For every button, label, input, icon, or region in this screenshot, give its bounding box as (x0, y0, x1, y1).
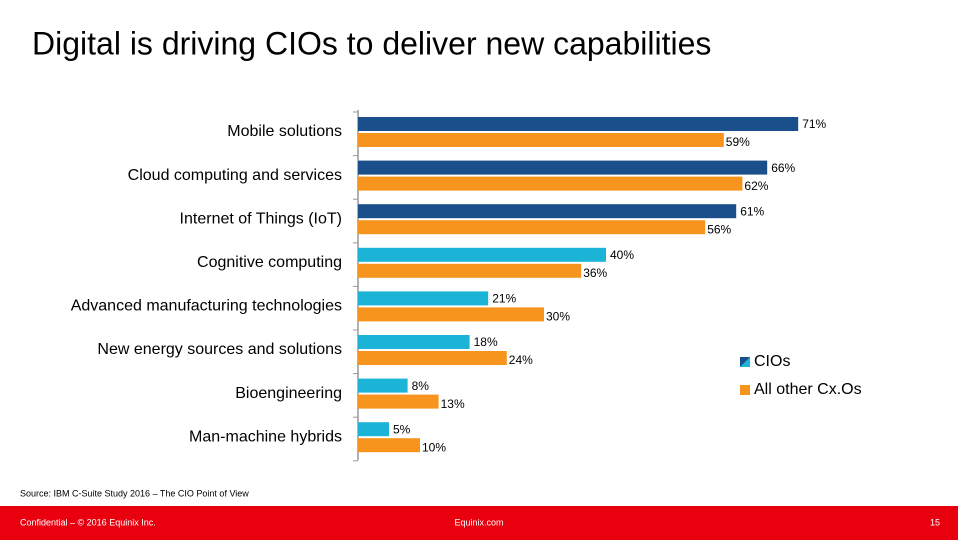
value-label: 13% (441, 397, 465, 411)
category-label: Mobile solutions (227, 123, 342, 140)
value-label: 56% (707, 222, 731, 236)
legend-label: CIOs (754, 353, 790, 370)
category-label: Advanced manufacturing technologies (71, 298, 342, 315)
bar (358, 117, 799, 131)
bar (358, 378, 408, 393)
bar (358, 204, 737, 219)
bar (358, 335, 470, 349)
bar (358, 394, 439, 409)
value-label: 66% (771, 161, 795, 175)
bar (358, 438, 420, 453)
category-label: Bioengineering (235, 385, 342, 402)
bar (358, 351, 507, 365)
category-label: Man-machine hybrids (189, 428, 342, 445)
legend-label: All other Cx.Os (754, 381, 862, 398)
value-label: 59% (726, 135, 750, 149)
value-label: 36% (583, 266, 607, 280)
value-label: 30% (546, 310, 570, 324)
legend-swatch (740, 385, 750, 395)
bar (358, 422, 389, 437)
value-label: 71% (802, 117, 826, 131)
bar (358, 160, 768, 175)
footer-band (0, 506, 958, 540)
category-label: Cloud computing and services (128, 167, 342, 184)
value-label: 10% (422, 440, 446, 454)
source-note: Source: IBM C-Suite Study 2016 – The CIO… (20, 488, 249, 498)
bar (358, 291, 489, 306)
footer-left: Confidential – © 2016 Equinix Inc. (20, 517, 156, 527)
bar (358, 133, 724, 147)
bar (358, 247, 606, 262)
value-label: 61% (740, 204, 764, 218)
value-label: 8% (412, 379, 430, 393)
category-label: New energy sources and solutions (97, 341, 342, 358)
footer-center: Equinix.com (454, 517, 503, 527)
value-label: 18% (474, 335, 498, 349)
category-label: Cognitive computing (197, 254, 342, 271)
value-label: 24% (509, 353, 533, 367)
bar (358, 263, 582, 278)
page-number: 15 (930, 517, 940, 527)
value-label: 62% (744, 179, 768, 193)
bar (358, 220, 706, 235)
category-label: Internet of Things (IoT) (180, 210, 342, 227)
legend-swatch (740, 357, 750, 367)
bar (358, 307, 544, 322)
value-label: 21% (492, 292, 516, 306)
bar (358, 176, 743, 191)
value-label: 5% (393, 422, 411, 436)
value-label: 40% (610, 248, 634, 262)
slide-title: Digital is driving CIOs to deliver new c… (32, 25, 711, 61)
